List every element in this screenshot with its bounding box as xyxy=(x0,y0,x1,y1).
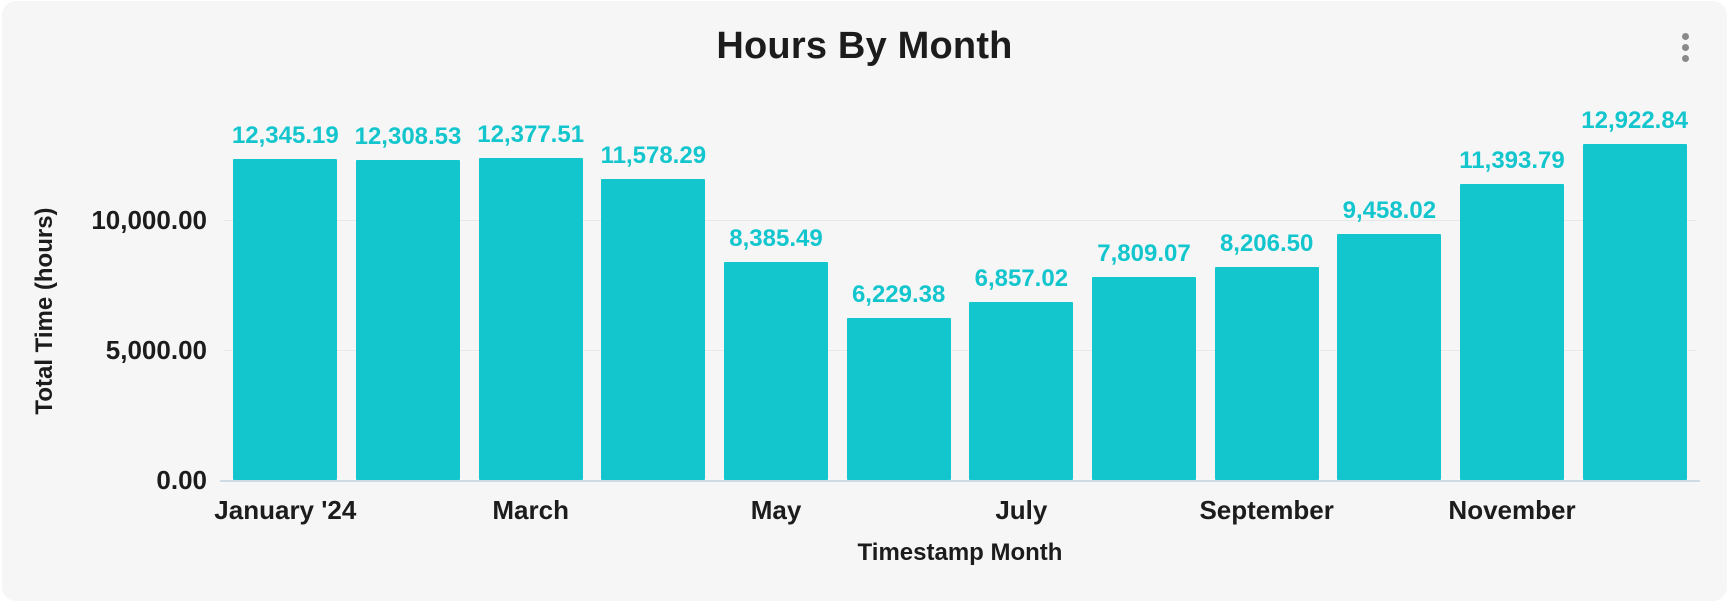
bar-value-label: 6,857.02 xyxy=(974,264,1069,292)
bar-value-label: 9,458.02 xyxy=(1342,197,1437,225)
bar-value-label: 12,308.53 xyxy=(354,122,462,150)
kebab-dot-icon xyxy=(1681,54,1689,62)
bar[interactable] xyxy=(601,178,706,480)
bar[interactable] xyxy=(969,301,1074,480)
kebab-dot-icon xyxy=(1681,32,1689,40)
y-tick-label: 10,000.00 xyxy=(91,205,207,235)
chart-title: Hours By Month xyxy=(716,25,1013,67)
x-axis-line xyxy=(220,480,1700,482)
bar-value-label: 11,393.79 xyxy=(1459,146,1565,174)
x-tick-label: March xyxy=(492,495,569,525)
bar[interactable] xyxy=(355,159,461,480)
x-axis-title: Timestamp Month xyxy=(857,539,1063,566)
bar[interactable] xyxy=(846,318,951,480)
kebab-dot-icon xyxy=(1681,43,1689,51)
bar[interactable] xyxy=(1091,276,1197,480)
bar[interactable] xyxy=(1214,266,1319,480)
bar[interactable] xyxy=(723,261,829,480)
x-tick-label: January '24 xyxy=(214,495,357,525)
y-gridline xyxy=(224,349,1696,351)
bar-value-label: 6,229.38 xyxy=(851,281,946,309)
y-tick-label: 0.00 xyxy=(156,465,207,495)
bar-value-label: 7,809.07 xyxy=(1097,239,1191,267)
bar[interactable] xyxy=(1337,234,1442,480)
bar-value-label: 11,578.29 xyxy=(600,141,707,169)
bar-value-label: 8,206.50 xyxy=(1219,229,1314,257)
bar[interactable] xyxy=(1459,183,1565,480)
bar[interactable] xyxy=(478,158,583,480)
x-tick-label: May xyxy=(750,495,802,525)
x-tick-label: September xyxy=(1199,495,1334,525)
x-tick-label: July xyxy=(995,495,1048,525)
y-gridline xyxy=(224,219,1696,221)
bar-value-label: 12,345.19 xyxy=(231,122,339,150)
x-tick-label: November xyxy=(1448,495,1576,525)
bar-value-label: 8,385.49 xyxy=(729,224,823,252)
y-tick-label: 5,000.00 xyxy=(105,335,207,365)
bar-value-label: 12,377.51 xyxy=(477,121,585,149)
bar[interactable] xyxy=(1582,144,1687,480)
bar-value-label: 12,922.84 xyxy=(1581,107,1689,134)
kebab-menu-button[interactable] xyxy=(1662,23,1708,71)
bar[interactable] xyxy=(233,159,338,480)
